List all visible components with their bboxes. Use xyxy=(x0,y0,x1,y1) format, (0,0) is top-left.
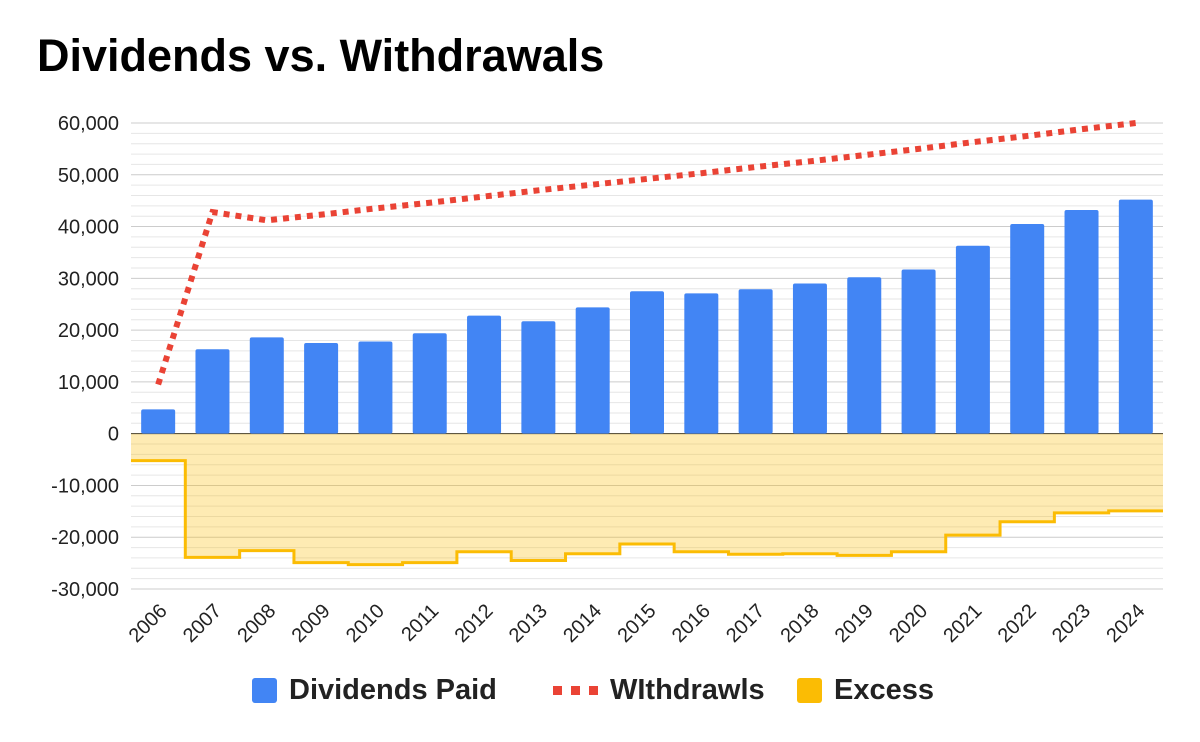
x-tick-label-2020: 2020 xyxy=(885,600,932,647)
dividend-bar-2024 xyxy=(1118,199,1153,434)
dividend-bar-2015 xyxy=(630,291,664,434)
y-tick-label: 30,000 xyxy=(58,268,119,290)
legend-swatch-excess xyxy=(797,677,822,703)
dividend-bar-2014 xyxy=(575,307,610,434)
y-tick-label: -30,000 xyxy=(51,579,119,601)
x-tick-label-2009: 2009 xyxy=(288,600,335,647)
dividend-bar-2007 xyxy=(195,349,230,434)
excess-area-fill xyxy=(131,433,1163,565)
x-tick-label-2017: 2017 xyxy=(722,600,769,647)
x-axis-ticks: 2006 2007 2008 2009 2010 2011 2012 2013 2014 2015… xyxy=(125,600,1150,647)
y-axis-ticks: 60,000 50,000 40,000 30,000 20,000 10,000 0 -10… xyxy=(51,113,119,601)
dividend-bar-2009 xyxy=(304,343,339,434)
x-tick-label-2007: 2007 xyxy=(179,600,226,647)
x-tick-label-2021: 2021 xyxy=(939,600,986,647)
x-tick-label-2011: 2011 xyxy=(397,600,443,646)
x-tick-label-2008: 2008 xyxy=(233,600,280,647)
dividend-bar-2006 xyxy=(141,409,176,434)
y-tick-label: 10,000 xyxy=(58,372,119,394)
dividend-bar-2012 xyxy=(467,315,502,434)
y-tick-label: -20,000 xyxy=(51,527,119,549)
excess-area xyxy=(131,433,1163,567)
dividend-bar-2016 xyxy=(684,293,719,434)
y-tick-label: 0 xyxy=(108,424,119,446)
x-tick-label-2006: 2006 xyxy=(125,600,172,647)
x-tick-label-2018: 2018 xyxy=(776,600,823,647)
legend-item-excess[interactable]: Excess xyxy=(797,668,934,712)
legend-label-withdrawals: WIthdrawls xyxy=(610,673,765,706)
legend: Dividends Paid WIthdrawls Excess xyxy=(0,668,1200,712)
legend-swatch-withdrawals xyxy=(553,685,598,695)
dividend-bar-2023 xyxy=(1064,209,1099,434)
dividend-bar-2018 xyxy=(792,283,827,434)
dividend-bar-2008 xyxy=(249,337,284,434)
y-tick-label: 20,000 xyxy=(58,320,119,342)
legend-item-dividends[interactable]: Dividends Paid xyxy=(252,668,497,712)
dividend-bar-2013 xyxy=(521,321,556,434)
dividend-bar-2021 xyxy=(955,245,990,434)
legend-swatch-dividends xyxy=(252,677,277,703)
x-tick-label-2014: 2014 xyxy=(559,600,606,647)
chart-title: Dividends vs. Withdrawals xyxy=(37,30,605,81)
x-tick-label-2013: 2013 xyxy=(505,600,552,647)
x-tick-label-2023: 2023 xyxy=(1048,600,1095,647)
excess-step-line xyxy=(131,459,1163,567)
x-tick-label-2016: 2016 xyxy=(668,600,715,647)
x-tick-label-2019: 2019 xyxy=(831,600,878,647)
dividends-bars xyxy=(141,199,1153,434)
x-tick-label-2022: 2022 xyxy=(994,600,1041,647)
x-tick-label-2015: 2015 xyxy=(614,600,661,647)
legend-item-withdrawals[interactable]: WIthdrawls xyxy=(553,668,765,712)
legend-label-excess: Excess xyxy=(834,673,934,706)
y-tick-label: -10,000 xyxy=(51,475,119,497)
dividend-bar-2017 xyxy=(738,289,773,434)
dividend-bar-2022 xyxy=(1010,223,1045,434)
x-tick-label-2010: 2010 xyxy=(342,600,389,647)
withdrawals-line xyxy=(155,120,1137,386)
y-tick-label: 50,000 xyxy=(58,165,119,187)
dividend-bar-2011 xyxy=(412,333,447,434)
withdrawals-series-line xyxy=(155,120,1137,386)
y-tick-label: 60,000 xyxy=(58,113,119,135)
y-tick-label: 40,000 xyxy=(58,217,119,239)
x-tick-label-2024: 2024 xyxy=(1102,600,1149,647)
dividend-bar-2010 xyxy=(358,341,393,434)
x-tick-label-2012: 2012 xyxy=(451,600,498,647)
dividend-bar-2020 xyxy=(901,269,936,434)
dividend-bar-2019 xyxy=(847,277,882,434)
legend-label-dividends: Dividends Paid xyxy=(289,673,497,706)
